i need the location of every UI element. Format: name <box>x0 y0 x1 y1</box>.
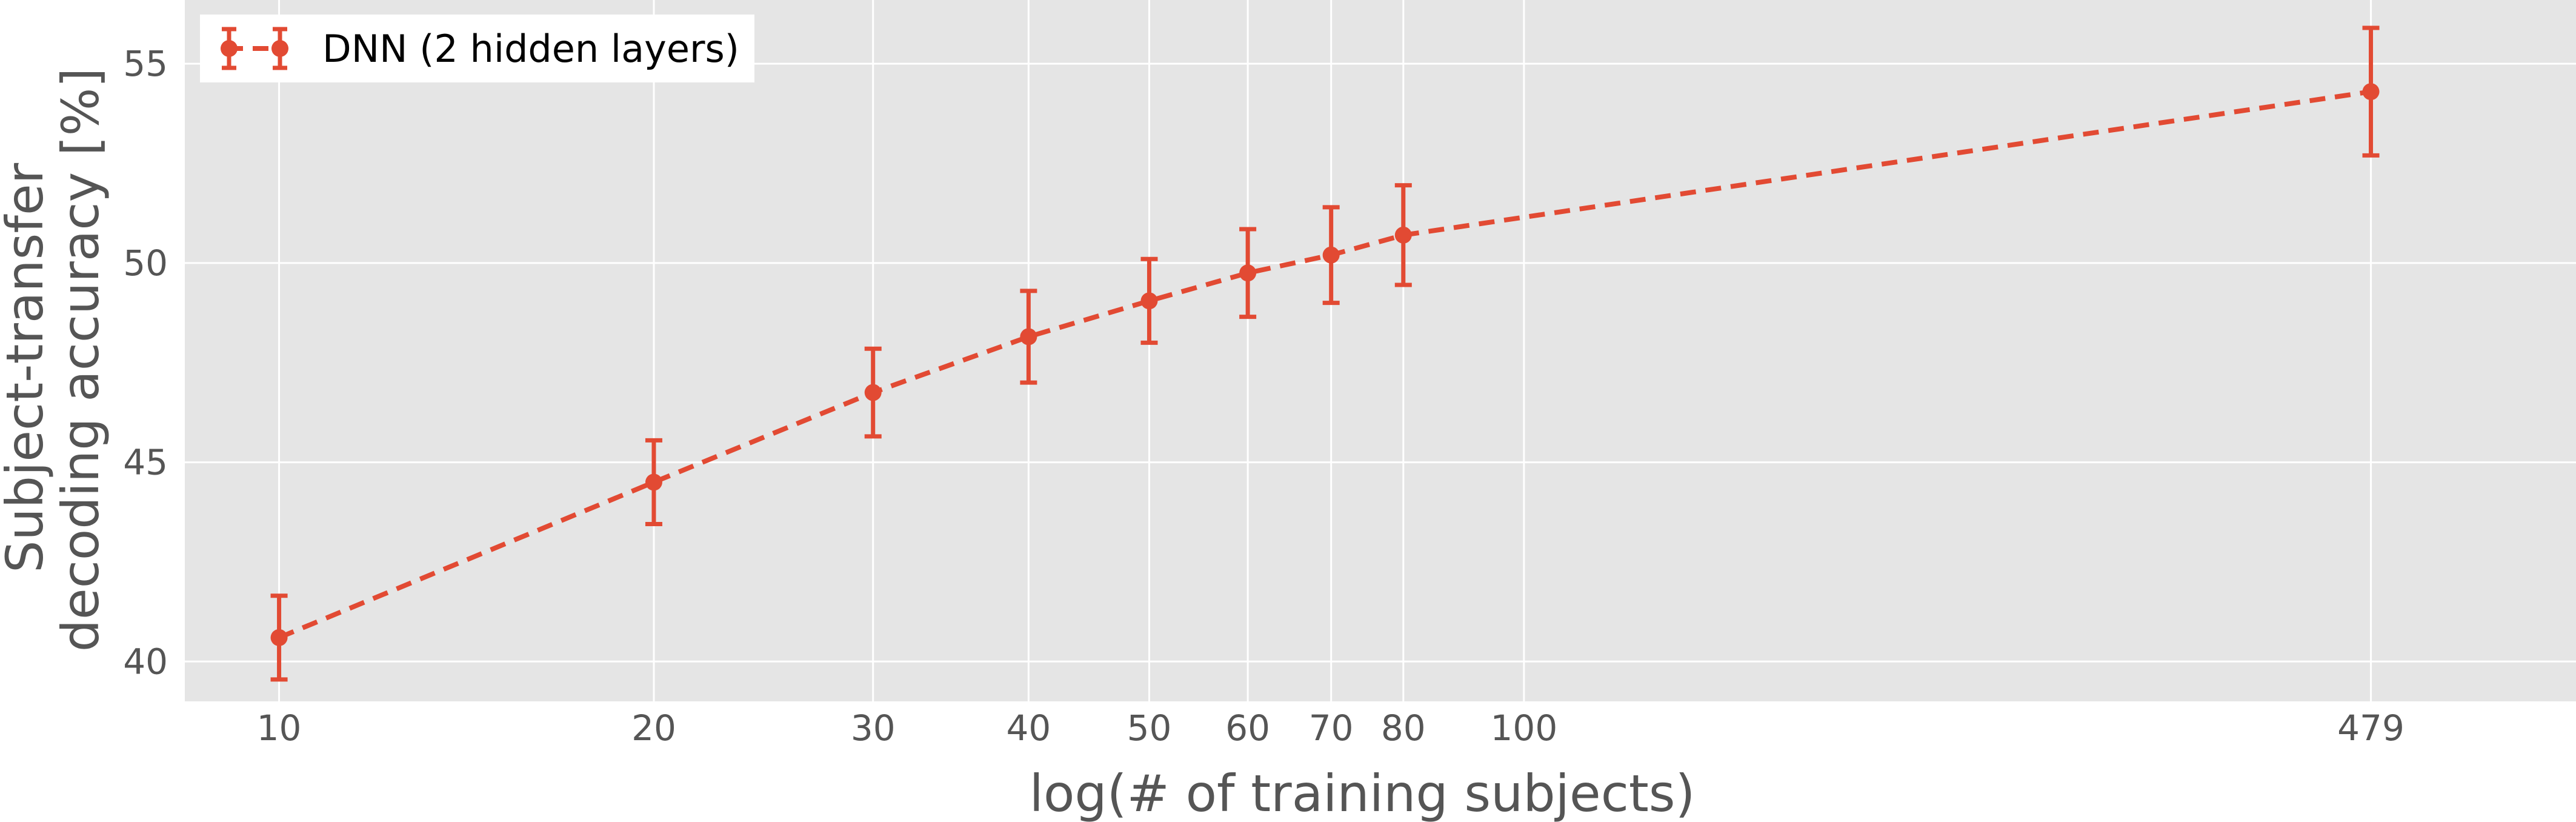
x-tick-label: 30 <box>851 707 896 749</box>
data-point <box>1140 292 1158 310</box>
data-point <box>864 384 882 401</box>
y-axis-label: Subject-transfer decoding accuracy [%] <box>0 68 110 652</box>
y-tick-label: 50 <box>123 242 168 284</box>
data-point <box>1394 226 1412 244</box>
data-point <box>645 473 662 491</box>
data-point <box>2362 83 2380 101</box>
x-tick-label: 10 <box>257 707 302 749</box>
x-tick-label: 479 <box>2337 707 2405 749</box>
y-tick-label: 55 <box>123 43 168 84</box>
legend-box <box>200 15 754 82</box>
data-point <box>270 629 288 646</box>
series-line <box>278 89 2372 640</box>
data-point <box>1020 328 1037 346</box>
x-tick-label: 100 <box>1491 707 1558 749</box>
legend-point <box>271 40 288 57</box>
x-tick-label: 20 <box>631 707 676 749</box>
legend-entry: DNN (2 hidden layers) <box>322 27 739 71</box>
legend-marker <box>221 27 288 70</box>
x-tick-label: 40 <box>1006 707 1051 749</box>
legend: DNN (2 hidden layers) <box>200 15 754 82</box>
data-series <box>270 25 2380 682</box>
tick-labels: 10 20 30 40 50 60 70 80 100 479 40 45 50 55 <box>123 43 2405 749</box>
x-tick-label: 60 <box>1225 707 1270 749</box>
y-axis-label-line-1: Subject-transfer <box>0 162 55 573</box>
legend-point <box>221 40 238 57</box>
y-axis-label-line-2: decoding accuracy [%] <box>51 68 110 652</box>
x-tick-label: 80 <box>1381 707 1426 749</box>
plot-area <box>185 0 2576 701</box>
y-tick-label: 45 <box>123 442 168 483</box>
data-point <box>1239 264 1257 282</box>
y-tick-label: 40 <box>123 641 168 682</box>
x-axis-label: log(# of training subjects) <box>1030 764 1696 822</box>
x-tick-label: 70 <box>1309 707 1354 749</box>
x-tick-label: 50 <box>1127 707 1172 749</box>
data-point <box>1322 246 1340 264</box>
